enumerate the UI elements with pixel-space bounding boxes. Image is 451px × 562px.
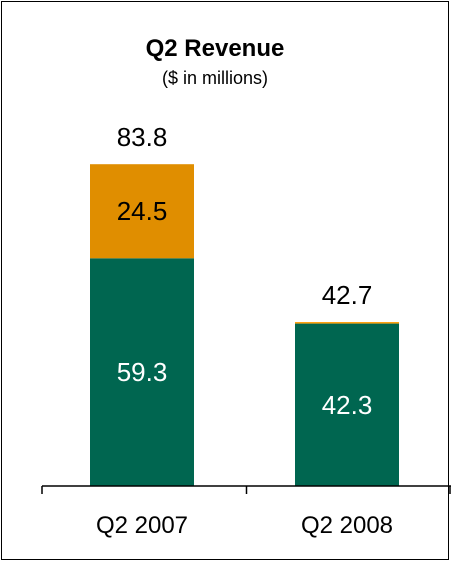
- bar-segment-base-2: [295, 323, 399, 486]
- x-tick-label: Q2 2008: [301, 512, 393, 539]
- bars-group: 59.3 24.5 83.8 42.3 42.7: [90, 122, 399, 486]
- chart-title: Q2 Revenue: [146, 35, 285, 62]
- bar-segment-top-2: [295, 322, 399, 324]
- chart-subtitle: ($ in millions): [162, 68, 268, 88]
- x-tick-label: Q2 2007: [96, 512, 188, 539]
- x-axis: Q2 2007 Q2 2008: [41, 485, 451, 539]
- segment-label: 42.3: [322, 390, 373, 420]
- total-label: 83.8: [117, 122, 168, 152]
- bar-segment-base-1: [90, 258, 194, 486]
- total-label: 42.7: [322, 280, 373, 310]
- segment-label: 24.5: [117, 196, 168, 226]
- segment-label: 59.3: [117, 357, 168, 387]
- bar-segment-top-1: [90, 164, 194, 259]
